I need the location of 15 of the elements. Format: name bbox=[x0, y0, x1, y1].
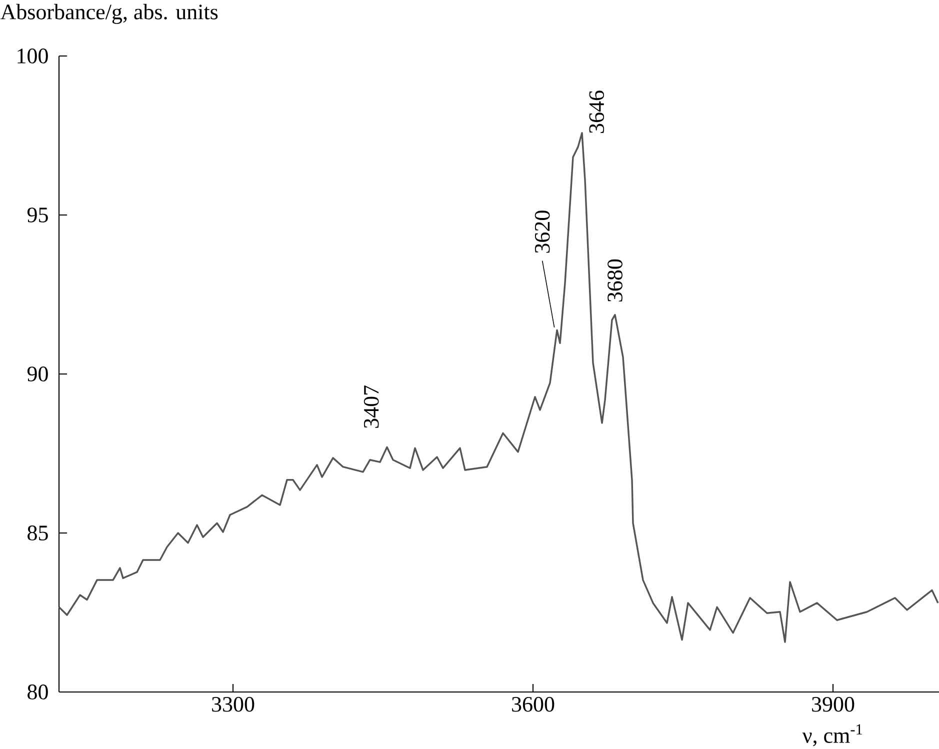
y-tick-label: 95 bbox=[27, 208, 48, 222]
y-tick-label: 85 bbox=[28, 526, 48, 540]
annotation: 3680 bbox=[608, 259, 622, 302]
y-axis-title: Absorbance/g, abs. units bbox=[0, 4, 218, 24]
annotation: 3646 bbox=[589, 90, 604, 133]
line-series bbox=[58, 132, 939, 643]
y-tick-label: 80 bbox=[28, 684, 48, 700]
annotation: 3407 bbox=[364, 386, 379, 428]
x-axis-title: ν, cm$^{-1}$ bbox=[802, 724, 862, 746]
x-tick-label: 3600 bbox=[512, 696, 554, 712]
x-tick-label: 3900 bbox=[812, 696, 854, 712]
x-tick-label: 3300 bbox=[212, 696, 254, 712]
annotation: 3620 bbox=[534, 210, 550, 253]
y-tick-label: 90 bbox=[27, 366, 48, 382]
y-tick-label: 100 bbox=[18, 48, 48, 64]
